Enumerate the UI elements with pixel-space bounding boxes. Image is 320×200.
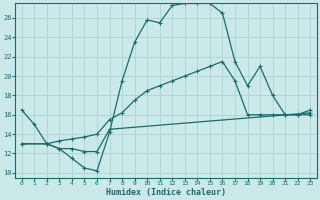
X-axis label: Humidex (Indice chaleur): Humidex (Indice chaleur)	[106, 188, 226, 197]
